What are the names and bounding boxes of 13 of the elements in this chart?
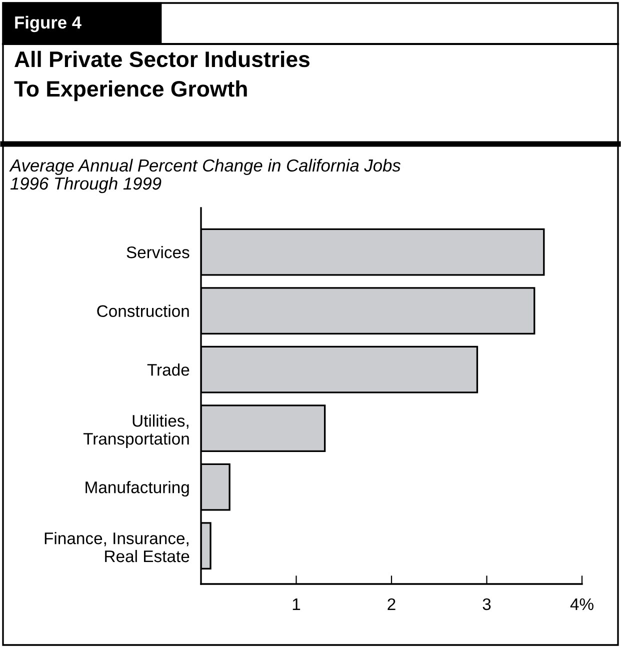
- y-tick-label: Utilities, Transportation: [83, 414, 189, 448]
- chart-subtitle: Average Annual Percent Change in California Jobs 1996 Through 1999: [9, 158, 401, 194]
- caption: Figure 4: [15, 16, 82, 32]
- x-tick-label: 1: [292, 598, 300, 610]
- y-tick-label: Services: [126, 246, 190, 258]
- y-tick-label: Trade: [147, 364, 190, 376]
- x-tick-label: 4%: [570, 598, 594, 610]
- y-tick-label: Finance, Insurance, Real Estate: [44, 532, 190, 562]
- y-tick-label: Manufacturing: [86, 481, 189, 497]
- x-tick-label: 2: [388, 598, 396, 610]
- x-tick-label: 3: [482, 598, 491, 610]
- y-tick-label: Construction: [97, 304, 189, 318]
- chart-title: All Private Sector Industries To Experience Growth: [14, 50, 310, 102]
